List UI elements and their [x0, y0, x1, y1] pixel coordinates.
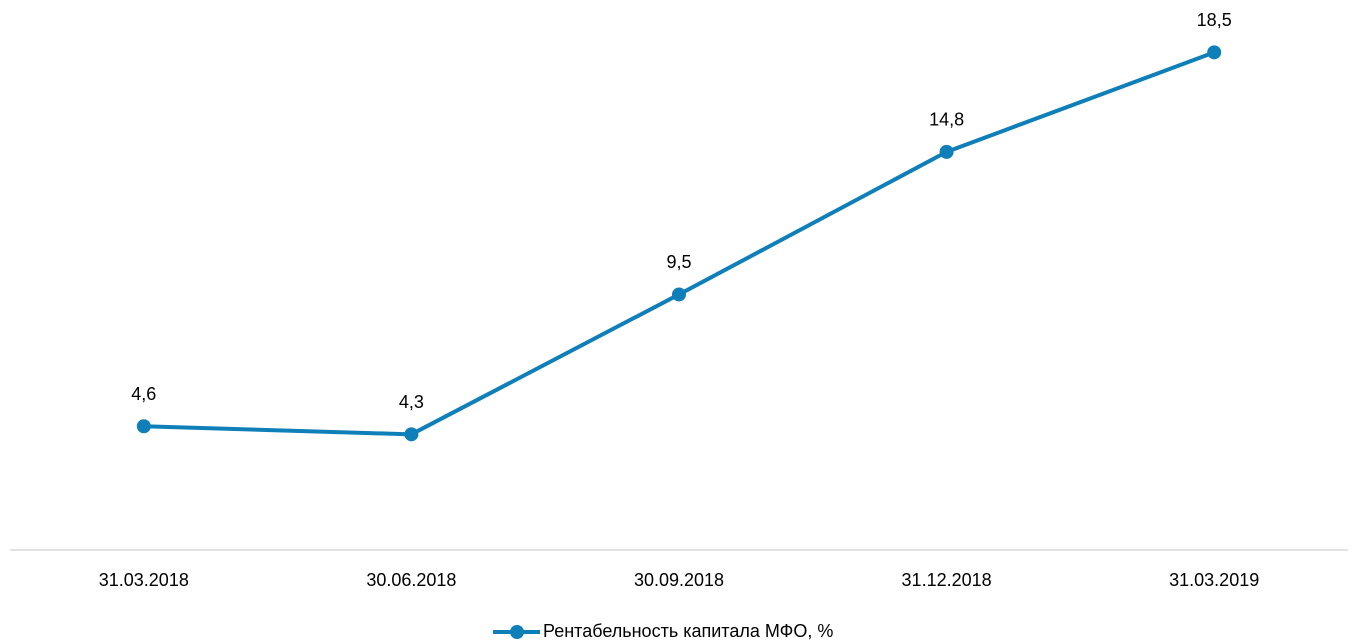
data-point	[1207, 45, 1222, 60]
data-label: 9,5	[666, 252, 691, 272]
data-point	[939, 144, 954, 159]
data-point	[136, 419, 151, 434]
x-tick-label: 31.03.2019	[1169, 570, 1259, 590]
x-tick-label: 30.06.2018	[366, 570, 456, 590]
data-label: 4,6	[131, 384, 156, 404]
x-tick-label: 31.12.2018	[902, 570, 992, 590]
legend-marker	[510, 625, 524, 639]
data-label: 14,8	[929, 110, 964, 130]
series-line	[143, 50, 1215, 437]
data-point	[672, 287, 686, 302]
data-point	[404, 427, 419, 442]
legend-label: Рентабельность капитала МФО, %	[543, 621, 833, 641]
x-tick-label: 30.09.2018	[634, 570, 724, 590]
data-label: 4,3	[399, 392, 424, 412]
data-label: 18,5	[1197, 10, 1232, 30]
x-tick-label: 31.03.2018	[99, 570, 189, 590]
